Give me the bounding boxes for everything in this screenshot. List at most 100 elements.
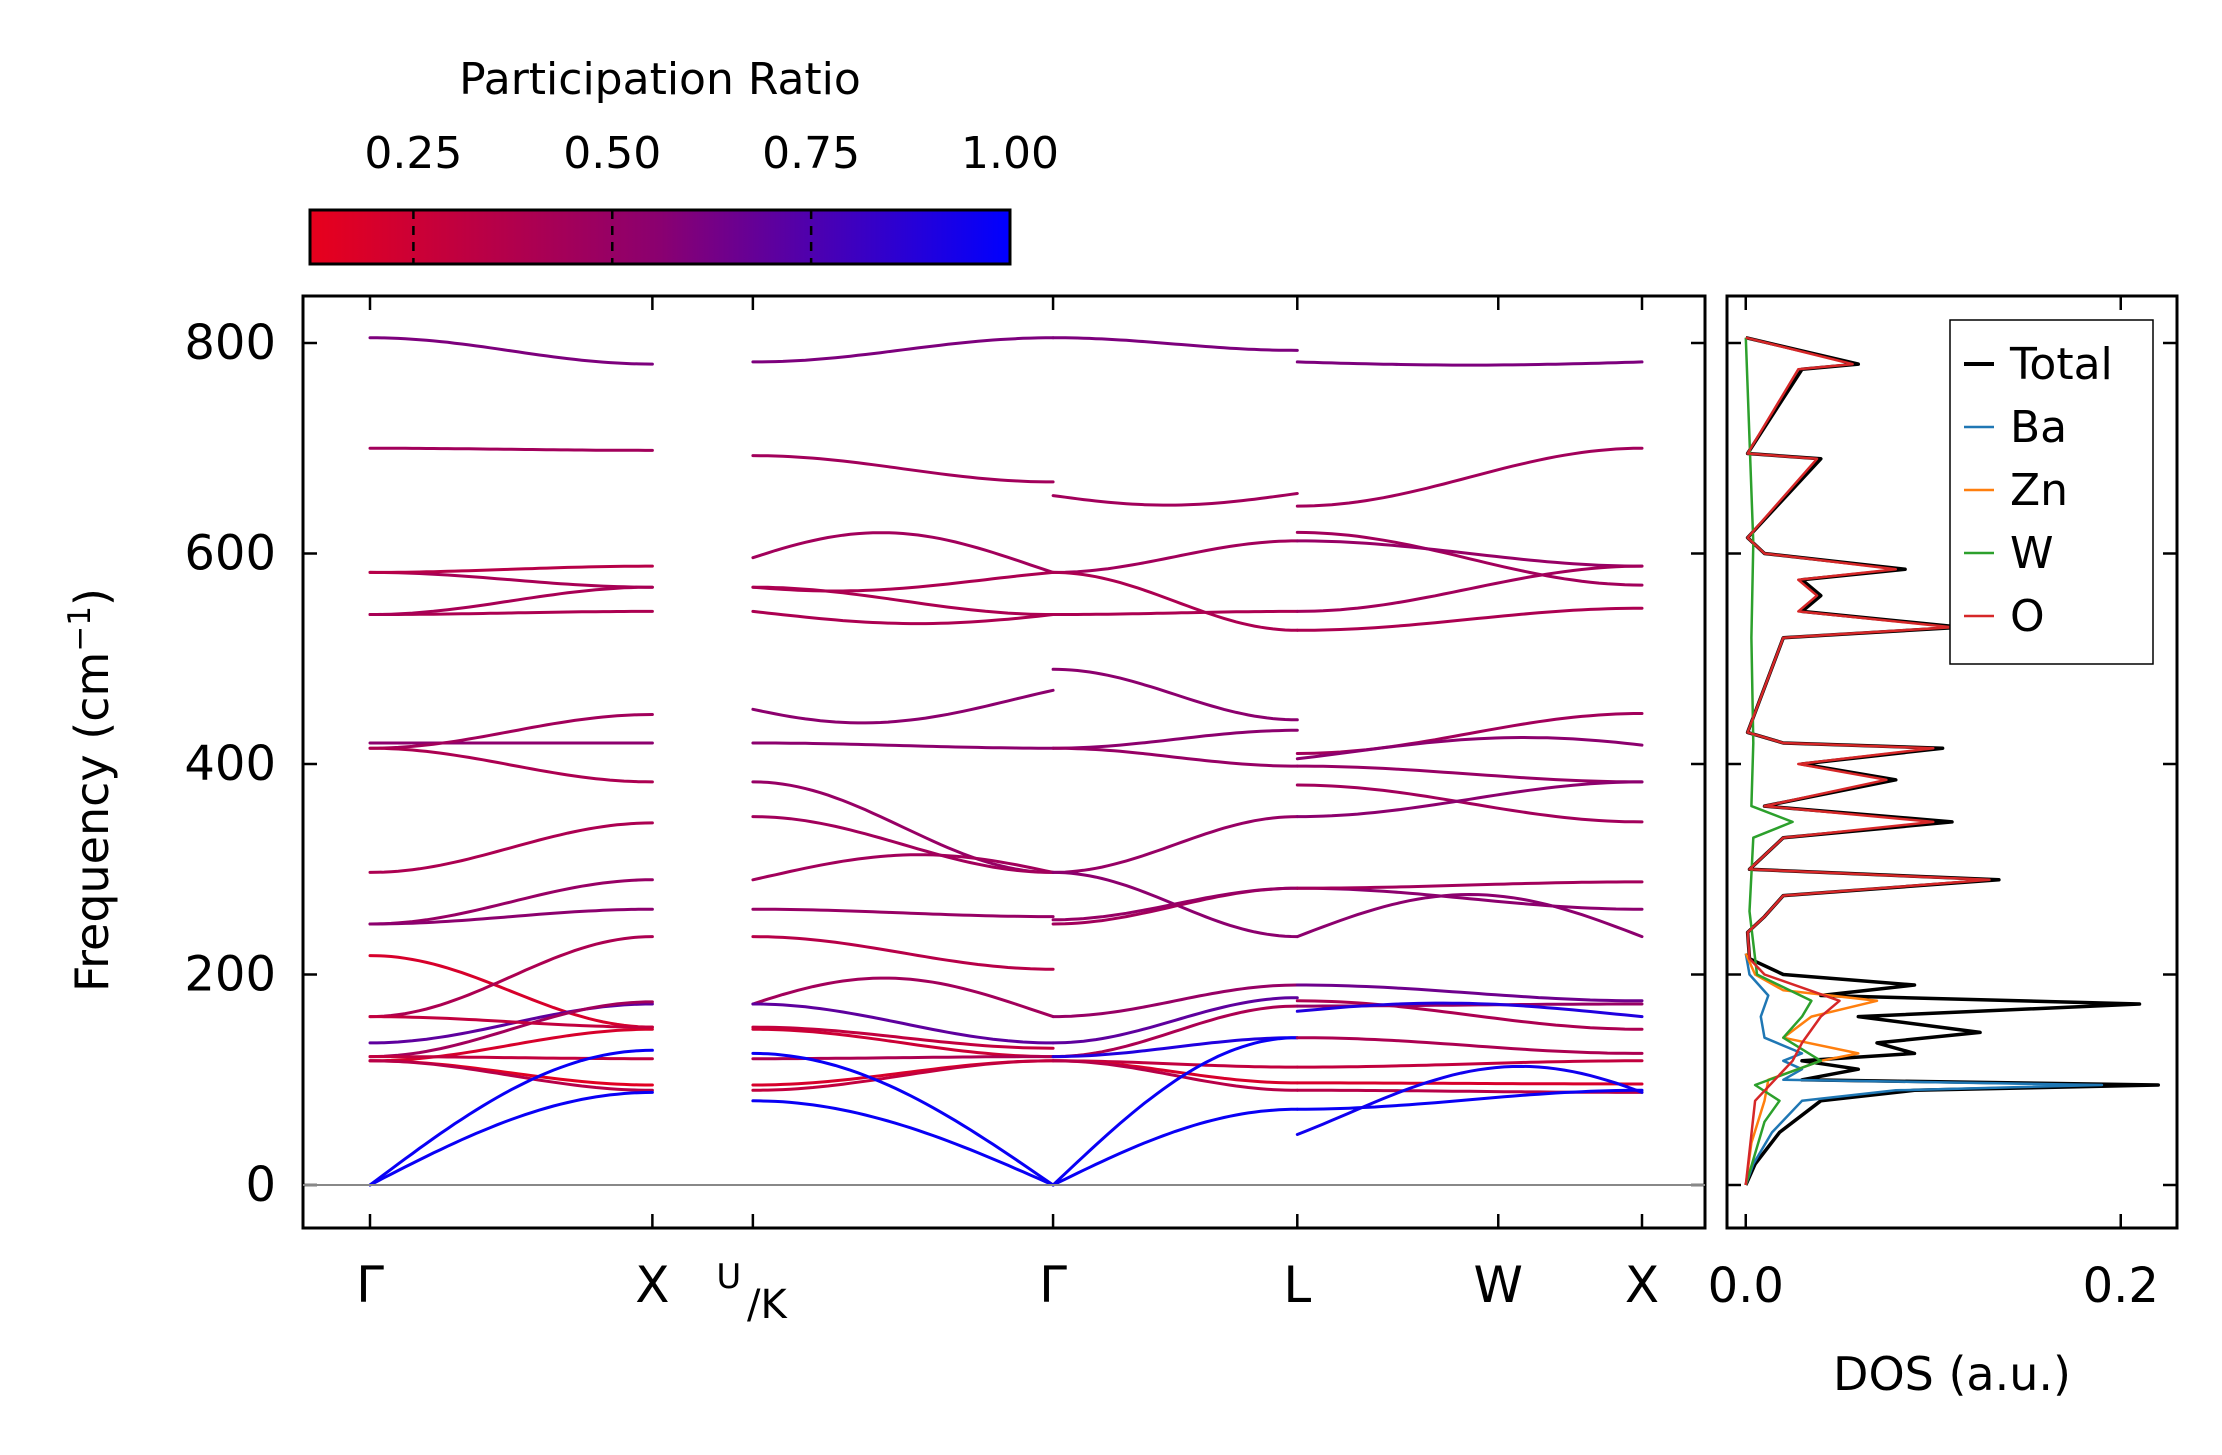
phonon-band [1051,728,1299,750]
phonon-band [1051,1036,1299,1059]
phonon-band [368,907,654,926]
phonon-band [368,570,654,589]
y-tick-label: 800 [184,315,276,371]
phonon-band [368,713,654,750]
y-tick-label: 600 [184,526,276,582]
phonon-band [368,1015,654,1029]
phonon-band [368,878,654,926]
dos-axes-frame [1725,294,2179,1230]
phonon-band [1295,564,1644,613]
phonon-band [751,1025,1055,1050]
phonon-band [1051,746,1299,768]
phonon-band [1295,539,1644,568]
phonon-band [1295,1081,1644,1086]
phonon-band [1295,764,1644,784]
phonon-band [751,935,1055,971]
phonon-band [368,821,654,874]
phonon-band [751,780,1055,874]
band-structure-panel: 0 200 400 600 800 Γ X U/K Γ L W X Frequency (cm−1) [62,294,1707,1328]
k-point-label: W [1474,1256,1523,1314]
phonon-band [1295,360,1644,367]
phonon-band [751,815,1055,874]
k-point-label: Γ [1039,1256,1067,1314]
legend-label: W [2010,528,2054,579]
phonon-band [1295,880,1644,890]
phonon-band [368,935,654,1019]
k-point-label: L [1283,1256,1311,1314]
phonon-band [1295,735,1644,761]
phonon-band [1295,783,1644,824]
phonon-band [368,1027,654,1063]
phonon-band [1295,1059,1644,1069]
phonon-band [751,609,1055,626]
phonon-band [368,1090,654,1187]
colorbar-tick-label: 0.25 [364,128,462,179]
y-tick-label: 400 [184,736,276,792]
phonon-band [751,585,1055,616]
phonon-band [1295,1088,1644,1111]
phonon-band [368,1048,654,1187]
k-point-label: Γ [356,1256,384,1314]
legend-box [1949,319,2154,665]
phonon-band [368,564,654,574]
k-point-label: U [716,1257,741,1297]
phonon-band [1295,446,1644,508]
phonon-band [1051,609,1299,616]
phonon-band [1051,1036,1299,1187]
phonon-band [751,688,1055,725]
phonon-band [1295,712,1644,755]
y-tick-label: 200 [184,947,276,1003]
phonon-band [751,741,1055,750]
phonon-band [1051,1107,1299,1187]
phonon-band [1051,1059,1299,1092]
phonon-band [751,1027,1055,1059]
k-point-label: X [1625,1256,1659,1314]
phonon-band [368,336,654,366]
phonon-band [751,1051,1055,1187]
y-tick-label: 0 [245,1157,276,1213]
phonon-band [751,907,1055,919]
phonon-band [1295,886,1644,911]
legend-label: Total [2009,339,2113,390]
phonon-band [1051,996,1299,1045]
phonon-band [751,853,1055,882]
legend-label: Zn [2010,465,2068,516]
colorbar-label: Participation Ratio [459,54,861,105]
phonon-band [1051,886,1299,922]
phonon-band [1295,1036,1644,1055]
legend-label: Ba [2010,402,2067,453]
phonon-band [1295,983,1644,1003]
phonon-band [1295,1064,1644,1136]
phonon-band [368,1059,654,1092]
phonon-band [1051,983,1299,1019]
phonon-band [751,976,1055,1019]
phonon-band [1295,530,1644,587]
dos-series-w [1744,337,1823,1186]
phonon-band [751,531,1055,574]
colorbar-tick-label: 0.75 [762,128,860,179]
dos-x-tick-label: 0.0 [1708,1258,1784,1314]
colorbar-tick-label: 1.00 [961,128,1059,179]
k-point-label: /K [747,1282,788,1328]
phonon-band [1051,570,1299,632]
phonon-band [368,1059,654,1087]
dos-panel: 0.0 0.2 DOS (a.u.) Total Ba Zn WO [1708,294,2179,1401]
phonon-band [751,454,1055,484]
phonon-band [1051,1004,1299,1059]
dos-series-ba [1744,953,2104,1186]
phonon-band [1051,492,1299,507]
dos-series-o [1744,336,1991,1186]
phonon-band [1295,1001,1644,1019]
legend-label: O [2010,591,2045,642]
dos-series-zn [1744,952,1879,1186]
phonon-band [1295,606,1644,632]
phonon-band [751,1059,1055,1087]
phonon-band [368,609,654,616]
phonon-band [368,585,654,616]
phonon-band [751,1059,1055,1092]
phonon-band [368,1000,654,1059]
phonon-band [751,336,1055,364]
y-axis-label: Frequency (cm−1) [62,588,119,992]
phonon-band [751,1002,1055,1045]
colorbar: Participation Ratio 0.25 0.50 0.75 1.00 [308,54,1059,266]
